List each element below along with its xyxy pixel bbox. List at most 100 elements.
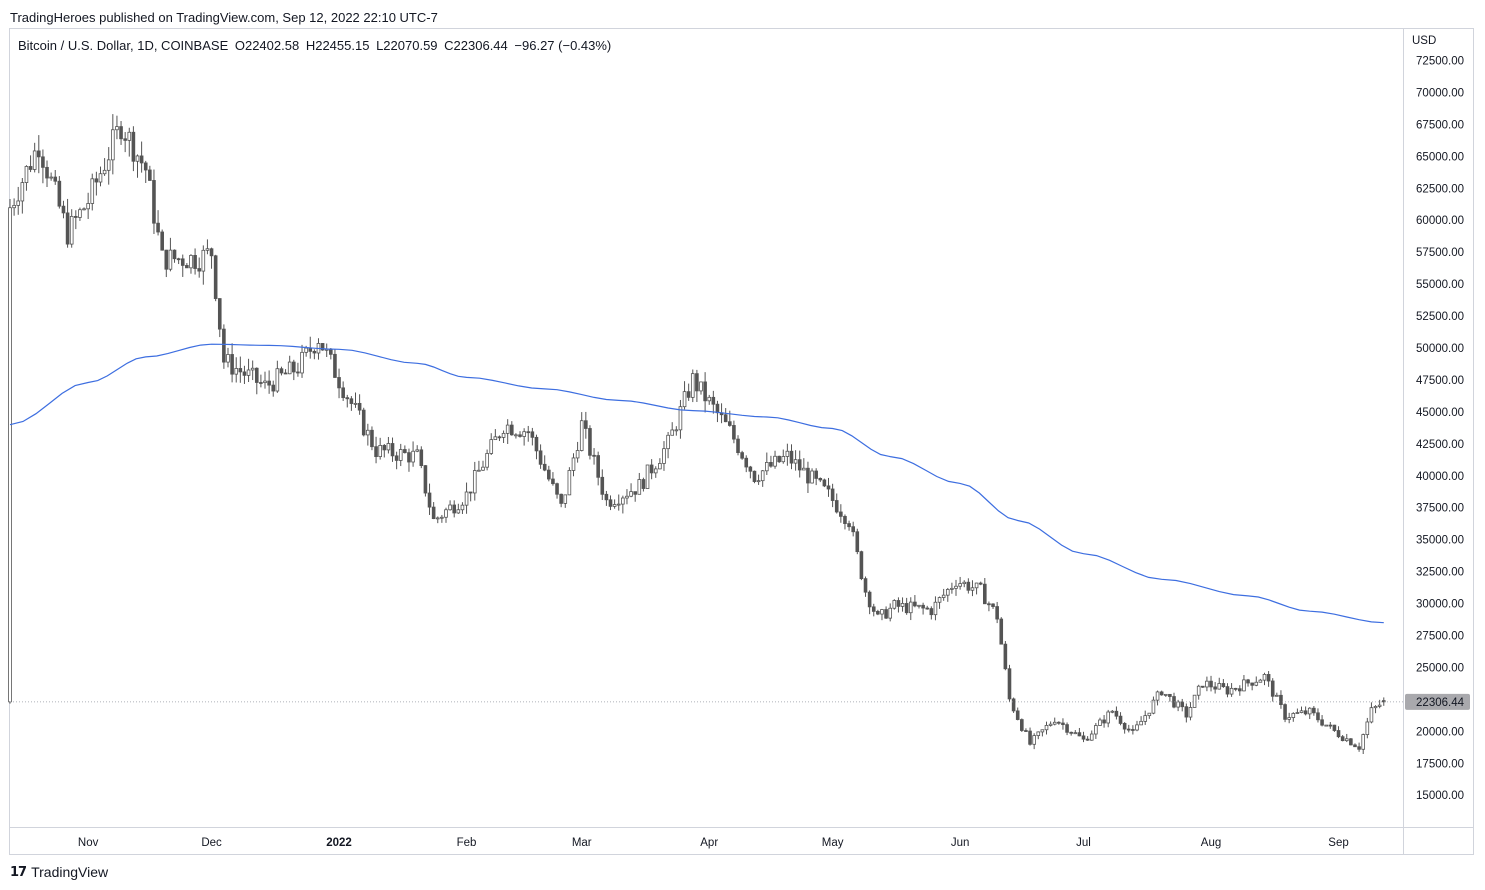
- candle-body-down: [267, 380, 271, 386]
- candle: [637, 472, 642, 495]
- candle-body-up: [802, 467, 806, 471]
- candle: [896, 597, 901, 613]
- candle-body-up: [1147, 712, 1152, 717]
- candle-body-down: [1131, 729, 1135, 731]
- candle-body-down: [991, 603, 995, 607]
- candle: [217, 298, 222, 338]
- candle-body-down: [217, 298, 222, 330]
- candle-body-down: [361, 409, 366, 436]
- y-tick-label: 62500.00: [1416, 183, 1464, 195]
- candle: [917, 604, 921, 609]
- candle: [851, 521, 855, 537]
- candle: [382, 443, 387, 458]
- candle: [1196, 684, 1201, 700]
- candle: [234, 357, 239, 383]
- candle: [65, 198, 70, 248]
- candle-body-up: [1307, 707, 1312, 715]
- candle-body-up: [415, 449, 419, 452]
- candle-body-down: [296, 371, 300, 374]
- candle-body-down: [1003, 643, 1008, 670]
- candle: [45, 160, 49, 188]
- candle-body-down: [254, 367, 259, 383]
- candle: [802, 458, 806, 471]
- candle: [28, 155, 33, 173]
- candle: [653, 466, 658, 478]
- candle-body-down: [1200, 685, 1205, 688]
- candle: [168, 237, 173, 272]
- candle-body-down: [867, 591, 872, 608]
- candle: [259, 374, 263, 388]
- candle: [1295, 708, 1300, 715]
- candle-body-down: [884, 609, 888, 619]
- candle-body-up: [880, 609, 884, 615]
- candle: [518, 431, 522, 438]
- candle-body-down: [1184, 706, 1189, 718]
- candle-body-down: [1283, 704, 1287, 720]
- legend-symbol[interactable]: Bitcoin / U.S. Dollar, 1D, COINBASE: [18, 38, 229, 53]
- candle-body-up: [460, 504, 465, 511]
- candle-body-down: [156, 222, 160, 233]
- candle-body-up: [1324, 724, 1328, 727]
- candle-body-up: [1299, 710, 1304, 713]
- candle: [1369, 702, 1374, 724]
- candle: [588, 425, 592, 460]
- candle-body-up: [78, 209, 82, 218]
- candle-body-down: [131, 131, 136, 162]
- candle-body-down: [732, 425, 736, 440]
- candle-body-up: [168, 249, 173, 270]
- candle: [641, 477, 646, 492]
- candle: [1246, 678, 1250, 687]
- candle-body-down: [1168, 693, 1172, 697]
- y-tick-label: 60000.00: [1416, 215, 1464, 227]
- candle: [921, 602, 925, 615]
- candle-body-up: [1295, 712, 1300, 714]
- candle: [201, 245, 206, 285]
- candle: [90, 173, 95, 211]
- candle: [978, 581, 983, 586]
- candle-body-down: [312, 350, 317, 354]
- candle: [115, 115, 119, 140]
- candle: [621, 495, 625, 514]
- candle-body-up: [86, 203, 90, 210]
- candle: [789, 444, 794, 470]
- candle: [213, 254, 218, 302]
- candle: [448, 500, 452, 511]
- candle-body-down: [526, 431, 531, 434]
- candle: [1094, 722, 1098, 739]
- candle: [884, 606, 888, 619]
- candle-body-up: [1287, 717, 1291, 720]
- candle: [230, 343, 234, 383]
- candle: [53, 169, 58, 185]
- candle-body-down: [1349, 738, 1353, 746]
- y-tick-label: 42500.00: [1416, 439, 1464, 451]
- candle: [863, 576, 868, 597]
- candle-body-up: [575, 450, 580, 459]
- candle: [1040, 729, 1045, 737]
- candle: [1225, 683, 1230, 698]
- candle: [839, 504, 843, 523]
- candle: [1242, 675, 1246, 692]
- candle-body-down: [534, 436, 539, 452]
- candle: [1213, 682, 1217, 694]
- candle-body-up: [102, 169, 107, 175]
- candle: [781, 449, 786, 464]
- y-tick-label: 15000.00: [1416, 790, 1464, 802]
- candle-body-down: [686, 391, 691, 398]
- candle: [1098, 717, 1102, 726]
- candle: [1085, 736, 1090, 741]
- footer-brand[interactable]: 17 TradingView: [10, 864, 108, 880]
- candle: [1349, 738, 1353, 746]
- candle-body-up: [205, 248, 210, 251]
- candle: [1361, 733, 1366, 755]
- candle-body-down: [830, 488, 835, 501]
- candle-body-down: [370, 429, 374, 448]
- candle-body-down: [1246, 679, 1250, 684]
- candle-body-down: [1312, 707, 1316, 714]
- candle: [497, 435, 502, 442]
- candle-body-down: [1085, 738, 1090, 741]
- candle: [440, 514, 444, 523]
- candle: [296, 362, 300, 377]
- candle-body-up: [937, 597, 942, 603]
- y-tick-label: 25000.00: [1416, 662, 1464, 674]
